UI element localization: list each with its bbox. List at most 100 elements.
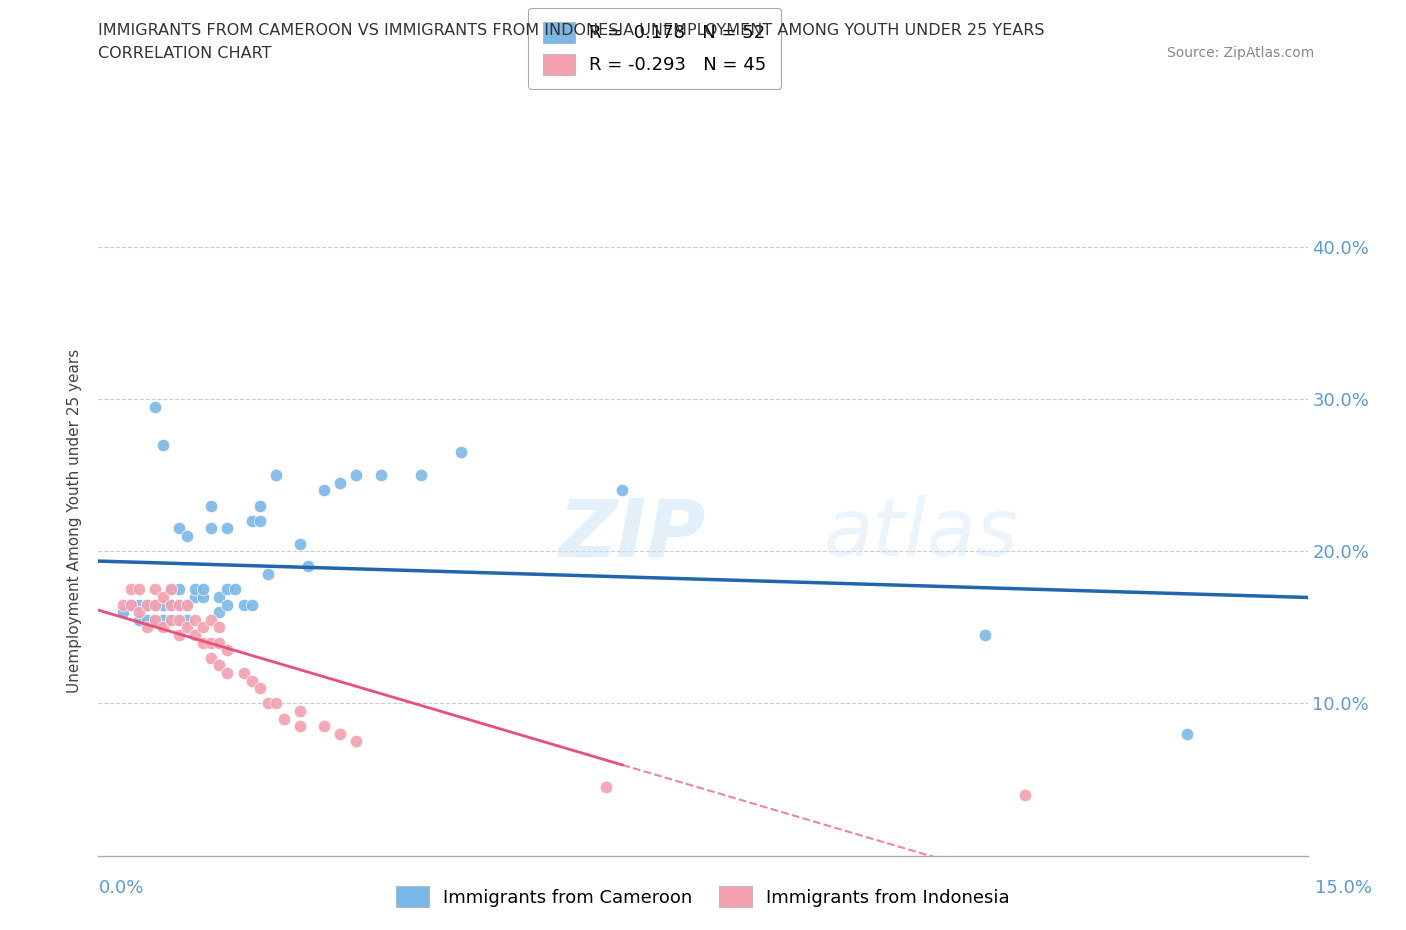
Point [595,779,617,794]
Point [240,673,263,688]
Point [193,582,215,597]
Point [176,597,198,612]
Point [240,597,263,612]
Point [264,696,287,711]
Point [288,719,311,734]
Point [143,399,166,414]
Point [217,582,239,597]
Point [297,559,319,574]
Point [184,582,207,597]
Point [120,597,142,612]
Point [217,597,239,612]
Point [217,521,239,536]
Point [143,597,166,612]
Point [240,513,263,528]
Point [143,582,166,597]
Point [152,612,174,627]
Point [160,582,183,597]
Point [200,635,222,650]
Point [143,612,166,627]
Point [200,521,222,536]
Point [160,597,183,612]
Point [217,666,239,681]
Point [167,612,190,627]
Text: CORRELATION CHART: CORRELATION CHART [98,46,271,61]
Point [167,597,190,612]
Point [160,612,183,627]
Point [208,658,231,672]
Point [370,468,392,483]
Point [128,612,150,627]
Point [193,620,215,635]
Point [273,711,295,726]
Point [288,704,311,719]
Point [143,612,166,627]
Point [314,719,336,734]
Point [200,612,222,627]
Point [176,620,198,635]
Point [208,604,231,619]
Point [128,597,150,612]
Point [167,597,190,612]
Point [152,620,174,635]
Point [176,612,198,627]
Point [249,513,271,528]
Point [232,597,254,612]
Point [329,726,352,741]
Point [249,498,271,513]
Text: Source: ZipAtlas.com: Source: ZipAtlas.com [1167,46,1315,60]
Point [160,582,183,597]
Point [193,590,215,604]
Legend: Immigrants from Cameroon, Immigrants from Indonesia: Immigrants from Cameroon, Immigrants fro… [387,877,1019,916]
Point [314,483,336,498]
Legend: R =  0.178   N = 52, R = -0.293   N = 45: R = 0.178 N = 52, R = -0.293 N = 45 [529,7,782,89]
Point [167,521,190,536]
Point [232,666,254,681]
Text: 0.0%: 0.0% [98,879,143,897]
Point [217,643,239,658]
Point [120,597,142,612]
Point [167,612,190,627]
Point [135,597,157,612]
Point [184,612,207,627]
Point [256,566,278,581]
Point [208,620,231,635]
Point [200,650,222,665]
Point [193,635,215,650]
Point [288,537,311,551]
Point [160,612,183,627]
Point [152,590,174,604]
Point [264,468,287,483]
Point [409,468,432,483]
Point [176,597,198,612]
Point [208,590,231,604]
Point [152,437,174,452]
Point [1175,726,1198,741]
Point [167,628,190,643]
Text: IMMIGRANTS FROM CAMEROON VS IMMIGRANTS FROM INDONESIA UNEMPLOYMENT AMONG YOUTH U: IMMIGRANTS FROM CAMEROON VS IMMIGRANTS F… [98,23,1045,38]
Point [329,475,352,490]
Point [128,582,150,597]
Point [184,628,207,643]
Text: atlas: atlas [824,495,1019,573]
Point [974,628,997,643]
Point [1014,788,1036,803]
Point [344,468,367,483]
Point [176,528,198,543]
Point [160,597,183,612]
Point [450,445,472,459]
Point [208,635,231,650]
Point [128,604,150,619]
Point [152,597,174,612]
Point [249,681,271,696]
Point [200,498,222,513]
Point [111,604,134,619]
Point [135,612,157,627]
Point [167,582,190,597]
Point [344,734,367,749]
Text: ZIP: ZIP [558,495,706,573]
Point [135,597,157,612]
Point [256,696,278,711]
Text: 15.0%: 15.0% [1315,879,1372,897]
Y-axis label: Unemployment Among Youth under 25 years: Unemployment Among Youth under 25 years [67,349,83,693]
